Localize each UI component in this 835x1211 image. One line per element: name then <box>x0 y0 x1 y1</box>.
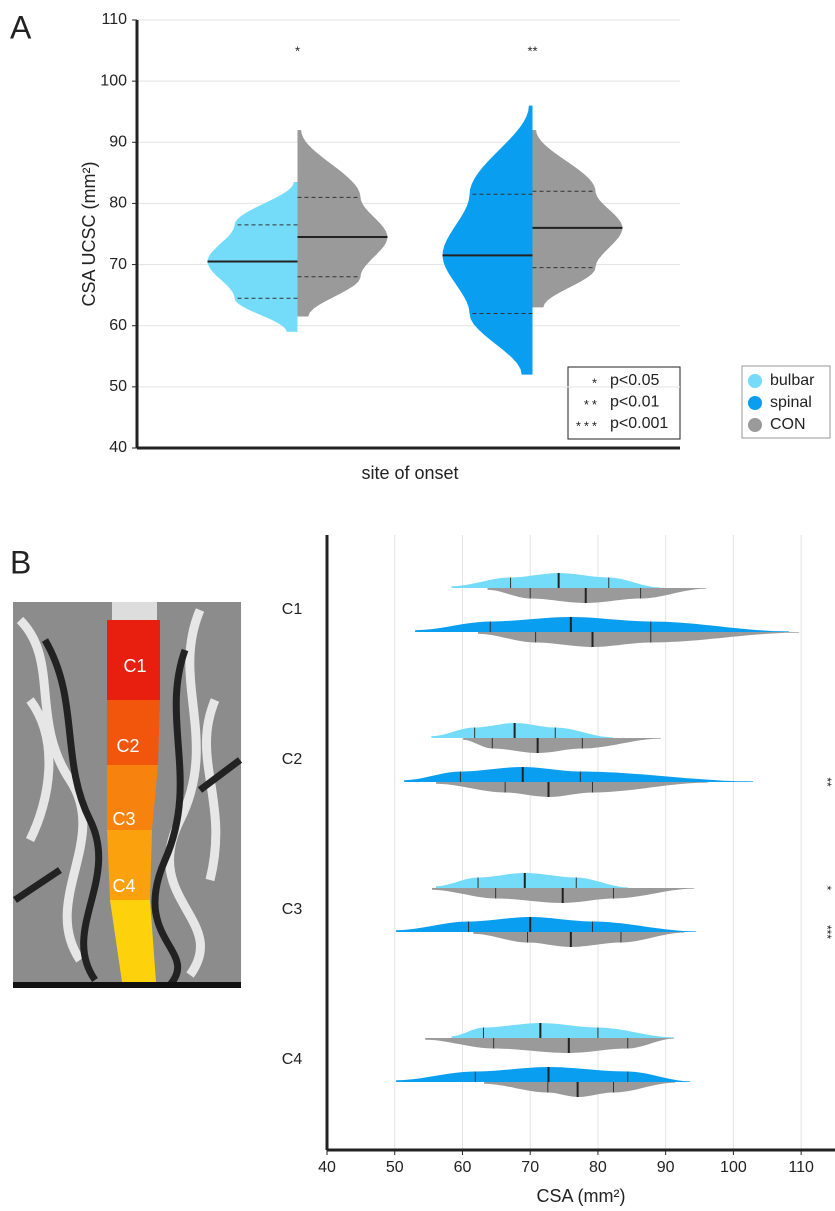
significance-label: p<0.001 <box>610 415 668 432</box>
significance-label: p<0.01 <box>610 394 659 411</box>
y-tick-label: 40 <box>109 439 127 456</box>
significance: * <box>820 886 834 891</box>
category-label: C1 <box>282 601 303 618</box>
panel-label: B <box>10 544 31 580</box>
x-tick-label: 100 <box>720 1159 747 1176</box>
violin-half <box>404 767 754 782</box>
violin-half <box>442 105 533 375</box>
violin-half <box>415 617 789 632</box>
significance: * <box>295 43 300 58</box>
mri-vertebra <box>112 602 157 622</box>
segment-c2 <box>107 700 160 765</box>
violin-half <box>425 1038 674 1053</box>
violin-half <box>451 573 660 588</box>
significance-symbol: ** <box>584 397 600 412</box>
significance-legend-box <box>567 366 681 440</box>
significance-label: p<0.05 <box>610 372 659 389</box>
segment-c1 <box>107 620 160 700</box>
y-axis-label: CSA UCSC (mm²) <box>79 162 99 307</box>
segment-c3 <box>107 765 158 830</box>
violin-half <box>463 738 661 753</box>
violin-half <box>431 723 613 738</box>
y-tick-label: 80 <box>109 195 127 212</box>
violin-half <box>487 588 707 603</box>
violin-half <box>473 932 684 947</box>
violin-half <box>396 917 697 932</box>
mri-image: C1 C2 C3 C4 <box>13 602 243 988</box>
violin-half <box>207 182 298 332</box>
category-label: C3 <box>282 901 303 918</box>
legend-swatch <box>748 374 762 388</box>
y-tick-label: 70 <box>109 256 127 273</box>
legend-label: CON <box>770 416 806 433</box>
violin-half <box>297 130 388 317</box>
panel-label: A <box>10 9 32 45</box>
x-tick-label: 80 <box>589 1159 607 1176</box>
violin-half <box>478 632 800 647</box>
x-tick-label: 60 <box>454 1159 472 1176</box>
significance: *** <box>820 925 834 939</box>
image-bar <box>13 982 241 988</box>
y-tick-label: 100 <box>100 72 127 89</box>
violin-half <box>436 873 628 888</box>
segment-lower <box>110 900 156 982</box>
category-label: C2 <box>282 751 303 768</box>
violin-half <box>396 1067 691 1082</box>
legend-swatch <box>748 418 762 432</box>
significance-symbol: * <box>592 375 600 390</box>
y-tick-label: 50 <box>109 378 127 395</box>
violin-half <box>532 130 623 308</box>
y-tick-label: 60 <box>109 317 127 334</box>
image-label: C3 <box>112 809 135 829</box>
x-tick-label: 40 <box>318 1159 336 1176</box>
x-axis-label: site of onset <box>361 463 458 483</box>
mri-texture <box>13 638 243 988</box>
x-tick-label: 110 <box>788 1159 814 1176</box>
significance-symbol: *** <box>576 418 600 433</box>
category-label: C4 <box>282 1051 303 1068</box>
violin-half <box>436 782 708 797</box>
x-tick-label: 90 <box>657 1159 675 1176</box>
image-label: C4 <box>112 876 135 896</box>
image-label: C1 <box>123 656 146 676</box>
x-tick-label: 50 <box>386 1159 404 1176</box>
x-axis-label: CSA (mm²) <box>537 1186 626 1206</box>
y-tick-label: 90 <box>109 134 127 151</box>
image-label: C2 <box>116 736 139 756</box>
violin-half <box>451 1023 674 1038</box>
significance: ** <box>820 777 834 787</box>
violin-half <box>484 1082 676 1097</box>
legend-swatch <box>748 396 762 410</box>
legend-label: bulbar <box>770 372 815 389</box>
x-tick-label: 70 <box>521 1159 539 1176</box>
segment-c4 <box>107 830 152 900</box>
significance: ** <box>527 43 537 58</box>
legend-label: spinal <box>770 394 812 411</box>
y-tick-label: 110 <box>101 11 127 28</box>
